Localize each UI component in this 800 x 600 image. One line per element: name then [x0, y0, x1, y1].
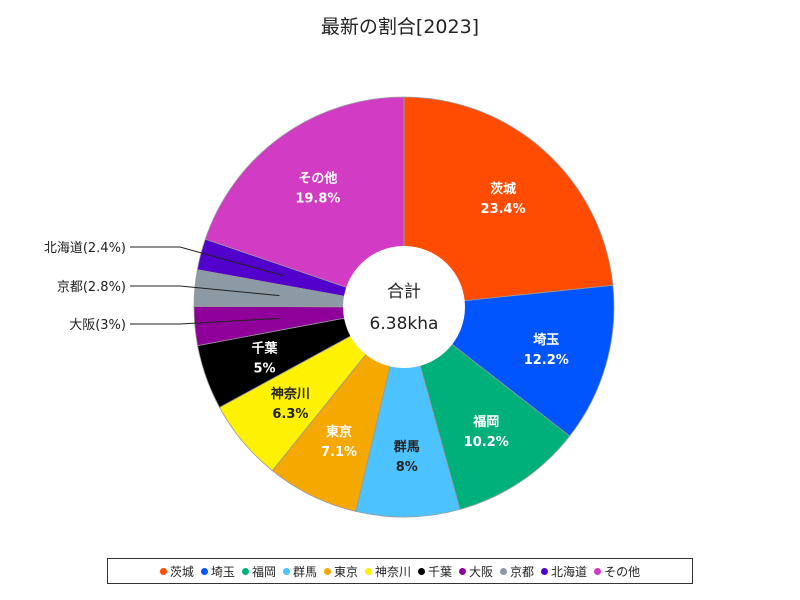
external-label: 北海道(2.4%): [44, 241, 126, 256]
slice-value-label: 7.1%: [321, 445, 357, 460]
leader-line: [130, 285, 280, 297]
legend-item[interactable]: 福岡: [241, 563, 276, 580]
slice-1[interactable]: [403, 96, 614, 308]
slice-value-label: 8%: [396, 460, 418, 475]
legend-label: 千葉: [428, 564, 453, 579]
slice-name-label: 茨城: [490, 181, 516, 197]
legend-marker: [500, 567, 508, 575]
legend-label: 北海道: [551, 564, 588, 579]
legend-marker: [200, 567, 208, 575]
slice-name-label: 千葉: [252, 341, 279, 357]
slice-name-label: 神奈川: [271, 386, 310, 402]
legend-marker: [159, 567, 167, 575]
legend-label: 大阪: [469, 564, 494, 579]
legend-item[interactable]: 大阪: [459, 563, 493, 580]
slice-name-label: 東京: [326, 424, 352, 440]
slice-value-label: 12.2%: [524, 353, 569, 368]
center-label: 合計: [387, 282, 421, 302]
legend-marker: [241, 567, 249, 575]
legend-label: 茨城: [169, 564, 194, 579]
legend-marker: [282, 567, 290, 575]
legend-label: 神奈川: [374, 564, 411, 579]
donut-hole: [343, 246, 465, 368]
external-label: 京都(2.8%): [57, 280, 126, 295]
legend-label: 京都: [510, 564, 535, 579]
legend-item[interactable]: 北海道: [541, 563, 587, 580]
slice-value-label: 23.4%: [481, 202, 526, 217]
legend-label: その他: [604, 564, 641, 579]
legend-label: 埼玉: [210, 564, 235, 579]
leader-line: [130, 246, 284, 277]
slice-4[interactable]: [355, 306, 461, 518]
legend-label: 群馬: [292, 564, 317, 579]
legend-marker: [541, 567, 549, 575]
legend-label: 東京: [333, 564, 358, 579]
legend: 茨城 埼玉 福岡 群馬 東京 神奈川 千葉 大阪 京都 北海道 その他: [107, 558, 693, 584]
slice-name-label: その他: [298, 171, 337, 187]
slice-value-label: 10.2%: [464, 435, 509, 450]
legend-item[interactable]: 東京: [323, 563, 358, 580]
legend-item[interactable]: 埼玉: [200, 563, 235, 580]
slice-name-label: 埼玉: [533, 332, 559, 348]
slice-3[interactable]: [403, 305, 571, 510]
slice-name-label: 群馬: [394, 439, 420, 455]
donut-chart: 茨城 23.4% 埼玉 12.2% 福岡 10.2% 群馬 8% 東京 7.1% 神奈川 6.3% 千葉…: [44, 96, 615, 518]
slice-name-label: 福岡: [472, 414, 499, 430]
legend-item[interactable]: 京都: [500, 563, 534, 580]
legend-item[interactable]: 群馬: [282, 563, 317, 580]
legend-item[interactable]: 神奈川: [364, 563, 411, 580]
legend-marker: [594, 567, 602, 575]
legend-marker: [418, 567, 425, 575]
leader-line: [130, 317, 280, 325]
center-value: 6.38kha: [370, 314, 439, 334]
slice-11[interactable]: [204, 96, 405, 308]
slice-value-label: 6.3%: [272, 407, 308, 422]
legend-item[interactable]: 茨城: [159, 563, 194, 580]
chart-title: 最新の割合[2023]: [320, 16, 480, 38]
legend-label: 福岡: [251, 564, 276, 579]
external-label: 大阪(3%): [69, 318, 126, 333]
slice-value-label: 5%: [254, 362, 276, 377]
slice-value-label: 19.8%: [295, 192, 340, 207]
legend-marker: [323, 567, 331, 575]
legend-item[interactable]: その他: [594, 563, 640, 580]
legend-marker: [364, 567, 372, 575]
legend-marker: [459, 567, 467, 575]
legend-item[interactable]: 千葉: [418, 563, 452, 580]
